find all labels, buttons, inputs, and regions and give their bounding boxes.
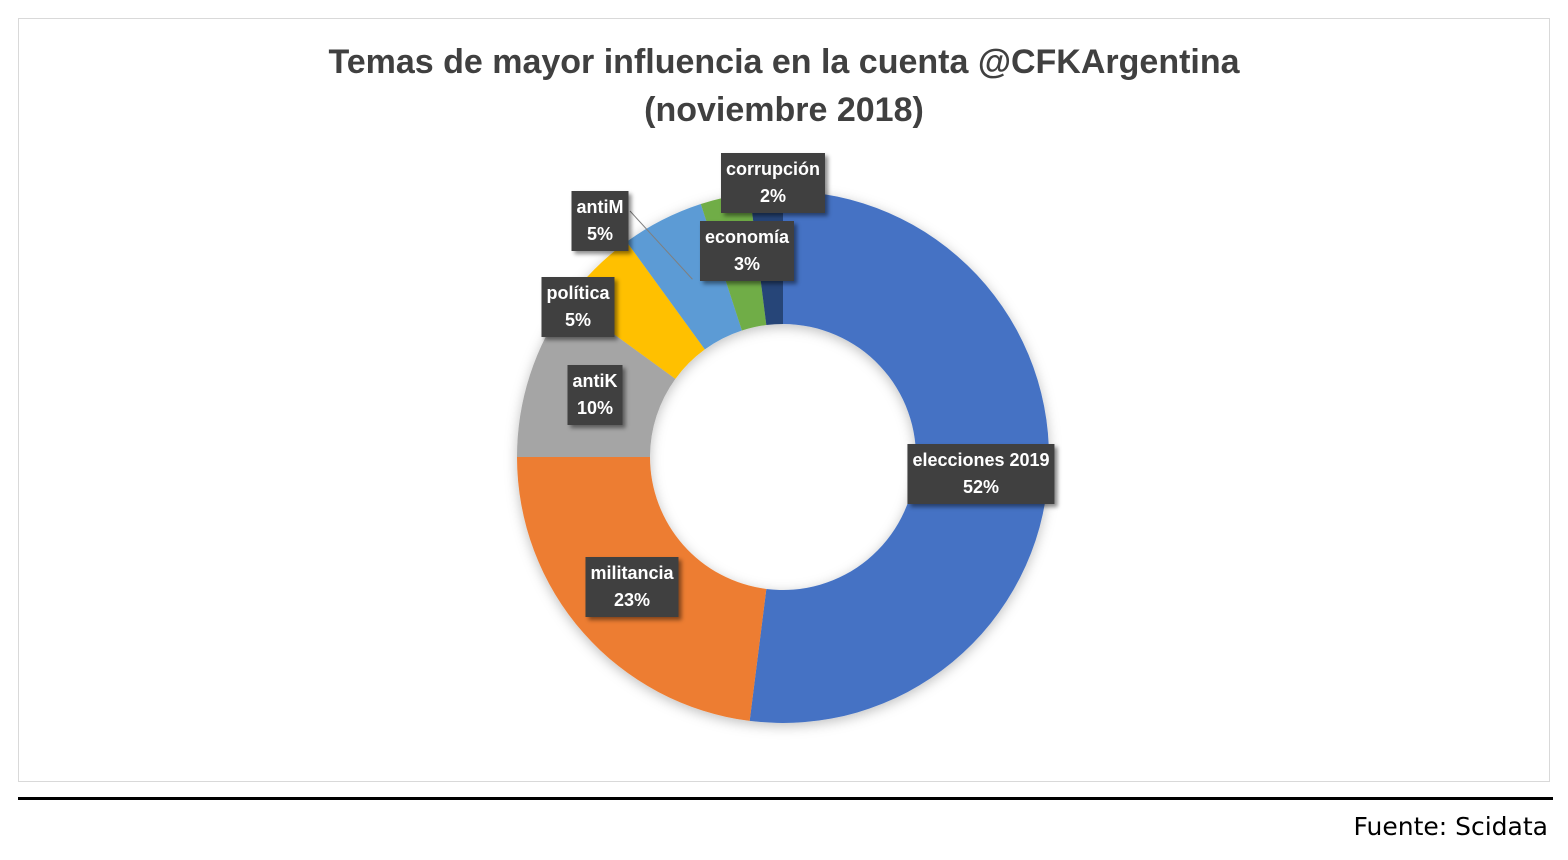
- data-label-antim: antiM 5%: [571, 191, 629, 251]
- data-label-value: 3%: [733, 254, 760, 274]
- data-label-economia: economía 3%: [699, 221, 795, 281]
- data-label-elecciones-2019: elecciones 2019 52%: [907, 444, 1055, 504]
- leader-line-antim: [629, 210, 693, 280]
- data-label-name: corrupción: [725, 159, 821, 179]
- data-label-militancia: militancia 23%: [585, 557, 679, 617]
- data-label-name: elecciones 2019: [912, 450, 1050, 470]
- slice-politica: [567, 241, 705, 379]
- data-label-politica: política 5%: [541, 277, 615, 337]
- data-label-value: 5%: [564, 310, 592, 330]
- data-label-value: 10%: [576, 398, 614, 418]
- data-label-value: 2%: [759, 186, 787, 206]
- data-label-corrupcion: corrupción 2%: [720, 153, 826, 213]
- footer-rule: [18, 797, 1553, 800]
- data-label-name: política: [546, 283, 610, 303]
- chart-title-line2: (noviembre 2018): [644, 91, 924, 129]
- chart-title-line1: Temas de mayor influencia en la cuenta @…: [328, 43, 1240, 81]
- data-label-value: 23%: [613, 590, 651, 610]
- data-label-name: economía: [704, 227, 790, 247]
- slice-elecciones-2019: [749, 191, 1049, 723]
- data-label-name: militancia: [590, 563, 674, 583]
- source-note: Fuente: Scidata: [1353, 812, 1548, 841]
- data-label-value: 52%: [962, 477, 1000, 497]
- chart-title: Temas de mayor influencia en la cuenta @…: [0, 38, 1568, 134]
- data-label-name: antiM: [576, 197, 624, 217]
- slice-antim: [626, 204, 742, 350]
- data-label-value: 5%: [586, 224, 613, 244]
- data-label-antik: antiK 10%: [567, 365, 623, 425]
- data-label-name: antiK: [572, 371, 618, 391]
